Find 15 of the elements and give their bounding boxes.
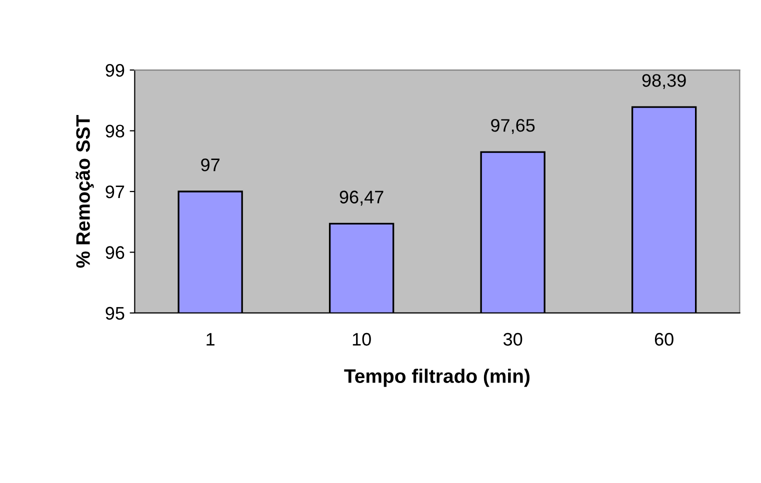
y-tick-label: 98 [106, 124, 124, 138]
y-tick-label: 96 [106, 246, 124, 259]
y-axis-title: % Remoção SST [76, 114, 94, 268]
x-tick-label: 1 [206, 333, 214, 346]
y-tick-label: 95 [106, 306, 124, 320]
data-label: 97 [201, 158, 220, 172]
x-axis-title: Tempo filtrado (min) [344, 368, 530, 387]
data-label: 98,39 [642, 74, 686, 89]
x-tick-label: 10 [352, 332, 371, 346]
data-label: 96,47 [340, 190, 384, 206]
data-label: 97,65 [491, 119, 535, 134]
y-tick-label: 97 [106, 185, 124, 198]
x-tick-label: 60 [654, 332, 674, 346]
y-tick-label: 99 [106, 64, 124, 77]
x-tick-label: 30 [503, 332, 522, 346]
